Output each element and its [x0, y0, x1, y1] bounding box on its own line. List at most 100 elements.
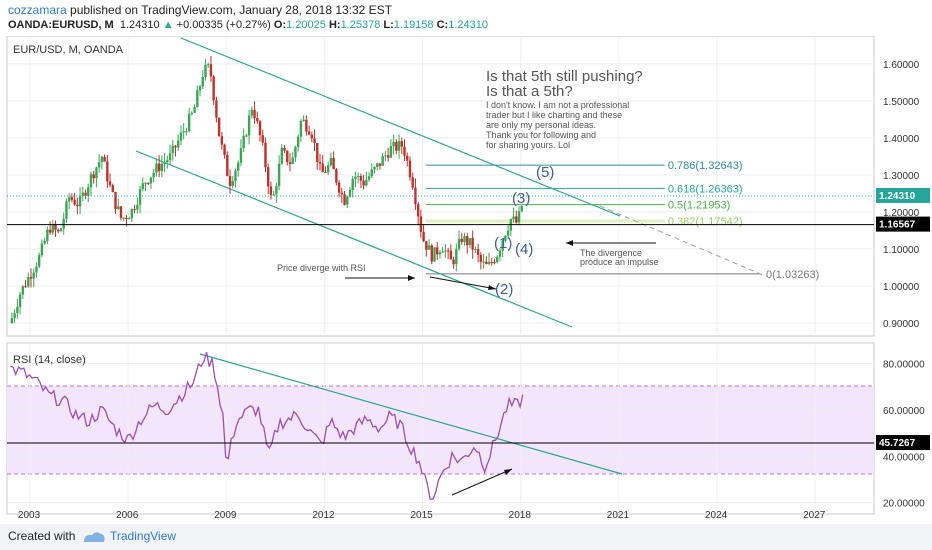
- published-text: published on TradingView.com, January 28…: [70, 3, 393, 17]
- candle-body: [460, 238, 463, 243]
- fib-level-label: 0(1.03263): [766, 269, 819, 281]
- candle-body: [376, 163, 379, 168]
- chart-canvas[interactable]: 0.786(1.32643) 0.618(1.26363) 0.5(1.21953)…: [0, 36, 932, 524]
- candle-body: [35, 266, 38, 273]
- candle-body: [196, 90, 199, 108]
- price-tick-label: 1.00000: [883, 282, 920, 293]
- candle-body: [367, 176, 371, 180]
- time-x-axis[interactable]: 2003 2006 2009 2012 2015 2018 2021 2024 2027: [18, 510, 826, 521]
- candle-body: [269, 186, 273, 195]
- candle-body: [335, 169, 338, 183]
- candle-body: [217, 117, 221, 137]
- candle-body: [127, 218, 131, 220]
- rsi-pane-title: RSI (14, close): [13, 354, 86, 366]
- candle-body: [215, 100, 218, 118]
- divergence-annotation: The divergence produce an impulse Price …: [277, 240, 659, 496]
- annotation-block: Is that 5th still pushing? Is that a 5th…: [486, 68, 643, 150]
- candle-body: [59, 228, 63, 232]
- divergence-text-2: produce an impulse: [580, 257, 659, 267]
- price-tick-label: 1.30000: [883, 171, 920, 182]
- candle-body: [40, 243, 44, 256]
- price-y-axis[interactable]: 1.60000 1.50000 1.40000 1.30000 1.20000 1.100…: [883, 60, 920, 330]
- low-label: L:: [383, 19, 394, 31]
- candle-body: [329, 157, 333, 166]
- year-tick-label: 2015: [411, 510, 434, 521]
- wave-label-1: (1): [494, 235, 512, 252]
- wave-label-5: (5): [536, 164, 554, 181]
- rsi-trend-line: [199, 353, 623, 475]
- candle-body: [130, 209, 134, 219]
- price-pane[interactable]: [6, 36, 875, 337]
- candle-body: [57, 229, 60, 232]
- year-tick-label: 2018: [509, 510, 532, 521]
- candle-body: [18, 294, 22, 307]
- candle-body: [316, 143, 319, 162]
- candle-body: [512, 216, 515, 220]
- annotation-note-4: Thank you for following and: [486, 130, 596, 140]
- rsi-band: [7, 386, 874, 474]
- year-tick-label: 2021: [607, 510, 630, 521]
- candle-body: [226, 154, 229, 177]
- candle-body: [389, 146, 393, 158]
- candle-body: [305, 119, 308, 132]
- candle-body: [174, 145, 177, 148]
- annotation-note-2: trader but I like charting and these: [486, 110, 622, 120]
- rsi-rise-arrow: [451, 468, 513, 496]
- candle-body: [479, 254, 483, 262]
- candle-body: [87, 187, 90, 196]
- candle-body: [198, 86, 202, 91]
- candle-body: [438, 252, 442, 255]
- candle-body: [302, 119, 305, 121]
- open-label: O:: [273, 19, 287, 31]
- candle-body: [70, 197, 74, 200]
- candle-body: [362, 180, 365, 186]
- candle-body: [261, 135, 264, 143]
- high-label: H:: [328, 19, 341, 31]
- candle-body: [114, 191, 117, 209]
- rsi-diverge-text: Price diverge with RSI: [277, 263, 366, 273]
- projection-dashed-line: [599, 205, 771, 279]
- candle-body: [506, 230, 510, 236]
- candle-body: [485, 261, 488, 265]
- candle-body: [324, 172, 327, 174]
- candle-body: [21, 286, 25, 295]
- candle-body: [294, 147, 297, 158]
- rsi-rise-arrow-head-icon: [504, 469, 512, 475]
- footer-created-text: Created with: [8, 529, 76, 543]
- publish-line: cozzamara published on TradingView.com, …: [8, 3, 392, 17]
- candle-body: [411, 177, 414, 188]
- footer-brand-link[interactable]: TradingView: [110, 529, 177, 543]
- candle-body: [351, 178, 354, 190]
- candle-body: [125, 217, 128, 220]
- candle-body: [24, 286, 27, 288]
- candle-body: [299, 120, 303, 137]
- candle-body: [517, 211, 521, 223]
- candle-body: [403, 146, 406, 156]
- rsi-series-line: [10, 352, 524, 500]
- candle-body: [493, 262, 496, 264]
- author-link[interactable]: cozzamara: [8, 3, 67, 17]
- candle-body: [62, 218, 65, 229]
- price-tick-label: 1.40000: [883, 134, 920, 145]
- candle-body: [179, 132, 183, 141]
- candle-body: [283, 147, 286, 151]
- candle-body: [310, 134, 314, 139]
- candle-body: [147, 182, 150, 184]
- candle-body: [253, 109, 256, 119]
- candle-body: [231, 181, 234, 186]
- candle-body: [430, 245, 433, 262]
- candle-body: [190, 112, 194, 114]
- price-tick-label: 1.60000: [883, 60, 920, 71]
- candle-body: [193, 107, 196, 113]
- candle-body: [359, 175, 363, 181]
- candle-body: [474, 249, 477, 251]
- annotation-note-5: for sharing yours. Lol: [486, 140, 570, 150]
- candle-body: [108, 181, 112, 186]
- candle-body: [220, 136, 224, 145]
- rsi-tick-label: 40.00000: [883, 452, 925, 463]
- chart-header: cozzamara published on TradingView.com, …: [0, 0, 932, 36]
- rsi-badge: [876, 435, 930, 451]
- year-tick-label: 2009: [214, 510, 237, 521]
- annotation-title-2: Is that a 5th?: [486, 83, 573, 100]
- rsi-y-axis[interactable]: 80.00000 60.00000 40.00000 20.00000: [883, 360, 925, 510]
